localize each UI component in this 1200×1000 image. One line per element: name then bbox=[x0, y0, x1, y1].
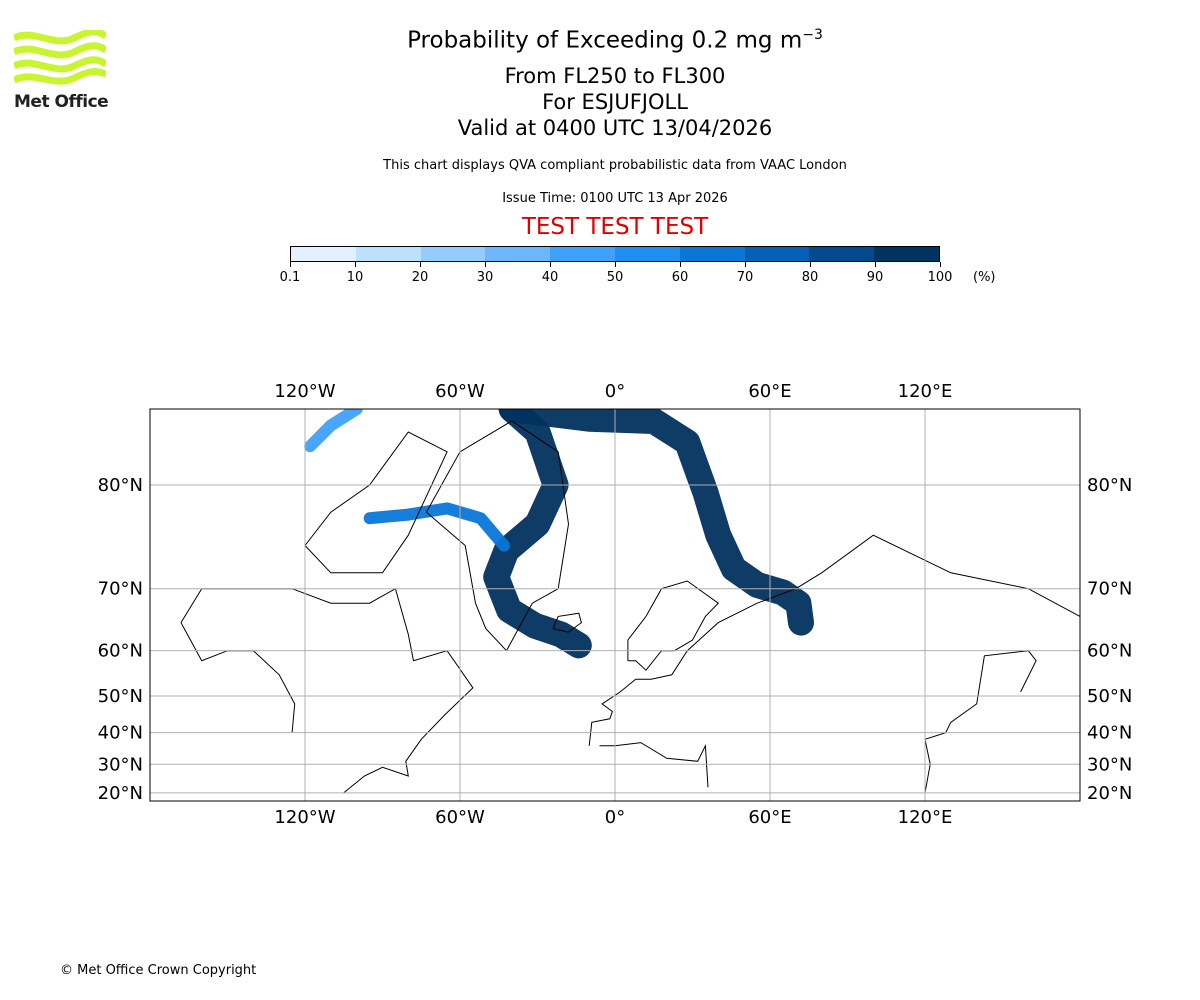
lat-label-right: 70°N bbox=[1087, 579, 1132, 600]
colorbar-tick bbox=[875, 262, 876, 267]
lat-label-left: 70°N bbox=[98, 579, 143, 600]
colorbar-tick-label: 70 bbox=[736, 270, 754, 285]
colorbar-segment bbox=[485, 247, 551, 261]
coastline bbox=[180, 622, 296, 733]
colorbar-tick bbox=[810, 262, 811, 267]
lat-label-right: 30°N bbox=[1087, 754, 1132, 775]
colorbar-segment bbox=[874, 247, 939, 261]
lat-label-right: 40°N bbox=[1087, 723, 1132, 744]
colorbar-segment bbox=[744, 247, 810, 261]
lat-label-right: 50°N bbox=[1087, 686, 1132, 707]
colorbar-tick bbox=[355, 262, 356, 267]
lon-label-bottom: 120°W bbox=[274, 807, 335, 828]
lon-label-bottom: 60°E bbox=[748, 807, 791, 828]
lat-label-left: 50°N bbox=[98, 686, 143, 707]
colorbar-tick-label: 30 bbox=[476, 270, 494, 285]
colorbar-segment bbox=[291, 247, 356, 261]
coastline bbox=[425, 420, 570, 652]
colorbar bbox=[290, 246, 940, 262]
lon-label-top: 60°W bbox=[435, 381, 485, 402]
lat-label-right: 80°N bbox=[1087, 475, 1132, 496]
colorbar-segment bbox=[355, 247, 421, 261]
chart-title: Probability of Exceeding 0.2 mg m−3 bbox=[407, 27, 823, 54]
lat-label-left: 30°N bbox=[98, 754, 143, 775]
colorbar-tick-label: 10 bbox=[346, 270, 364, 285]
issue-time: Issue Time: 0100 UTC 13 Apr 2026 bbox=[502, 191, 728, 206]
colorbar-tick-label: 60 bbox=[671, 270, 689, 285]
colorbar-tick-label: 100 bbox=[927, 270, 953, 285]
colorbar-tick bbox=[485, 262, 486, 267]
colorbar-segment bbox=[550, 247, 615, 261]
colorbar-tick-label: 80 bbox=[801, 270, 819, 285]
coastline bbox=[627, 580, 720, 671]
colorbar-tick-label: 90 bbox=[866, 270, 884, 285]
map-frame bbox=[149, 408, 1081, 802]
coastline bbox=[180, 587, 474, 794]
ash-plume-baffin-branch bbox=[363, 502, 510, 552]
colorbar-unit: (%) bbox=[973, 270, 996, 285]
lat-label-right: 20°N bbox=[1087, 783, 1132, 804]
coastline bbox=[924, 650, 1037, 793]
test-banner: TEST TEST TEST bbox=[521, 214, 709, 240]
colorbar-segment bbox=[809, 247, 875, 261]
ash-plume-arctic-arc bbox=[498, 409, 814, 636]
colorbar-segment bbox=[679, 247, 745, 261]
lat-label-left: 60°N bbox=[98, 641, 143, 662]
colorbar-tick-label: 50 bbox=[606, 270, 624, 285]
lon-label-top: 0° bbox=[605, 381, 625, 402]
lat-label-left: 20°N bbox=[98, 783, 143, 804]
colorbar-tick-label: 40 bbox=[541, 270, 559, 285]
colorbar-tick bbox=[420, 262, 421, 267]
ash-plume-north-canada bbox=[304, 409, 363, 453]
lon-label-top: 120°W bbox=[274, 381, 335, 402]
lat-label-left: 80°N bbox=[98, 475, 143, 496]
flight-level-range: From FL250 to FL300 bbox=[504, 64, 726, 88]
coastline bbox=[588, 534, 1080, 746]
valid-time: Valid at 0400 UTC 13/04/2026 bbox=[457, 116, 773, 140]
volcano-name: For ESJUFJOLL bbox=[542, 90, 688, 114]
chart-description: This chart displays QVA compliant probab… bbox=[383, 158, 847, 173]
colorbar-tick bbox=[615, 262, 616, 267]
coastline bbox=[599, 742, 709, 788]
lon-label-top: 60°E bbox=[748, 381, 791, 402]
colorbar-segment bbox=[614, 247, 680, 261]
colorbar-tick bbox=[940, 262, 941, 267]
colorbar-tick bbox=[680, 262, 681, 267]
met-office-logo bbox=[12, 28, 108, 92]
copyright: © Met Office Crown Copyright bbox=[60, 963, 257, 978]
coastline bbox=[552, 612, 582, 633]
colorbar-tick bbox=[550, 262, 551, 267]
lon-label-bottom: 60°W bbox=[435, 807, 485, 828]
ash-plume-greenland-branch bbox=[483, 409, 592, 659]
lon-label-bottom: 120°E bbox=[898, 807, 953, 828]
colorbar-segment bbox=[420, 247, 486, 261]
colorbar-tick-label: 20 bbox=[411, 270, 429, 285]
lon-label-bottom: 0° bbox=[605, 807, 625, 828]
lat-label-left: 40°N bbox=[98, 723, 143, 744]
met-office-logo-text: Met Office bbox=[14, 92, 109, 112]
coastline bbox=[304, 431, 448, 574]
colorbar-tick-label: 0.1 bbox=[279, 270, 301, 285]
lat-label-right: 60°N bbox=[1087, 641, 1132, 662]
colorbar-tick bbox=[745, 262, 746, 267]
colorbar-tick bbox=[290, 262, 291, 267]
lon-label-top: 120°E bbox=[898, 381, 953, 402]
